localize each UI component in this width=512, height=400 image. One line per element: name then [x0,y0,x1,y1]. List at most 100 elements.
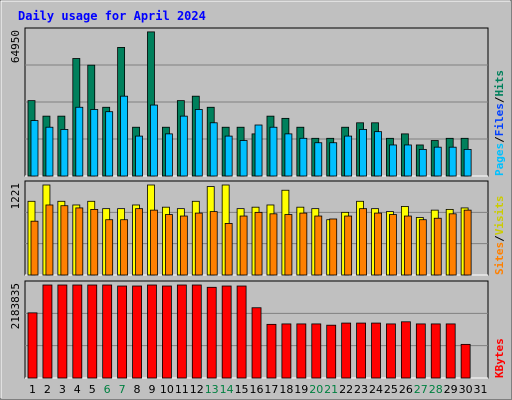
bar-kbytes [221,285,232,379]
legend-sites: Sites [493,242,506,275]
bar-sites [418,219,427,276]
bar-pages [150,104,158,177]
legend-files: Files [493,103,506,136]
day-label: 8 [134,383,141,396]
bar-pages [45,126,54,177]
bar-pages [75,106,84,177]
bar-sites [224,223,233,276]
day-label: 20 [309,383,323,396]
bar-kbytes [72,284,83,379]
bar-kbytes [341,322,352,379]
bar-kbytes [430,323,441,379]
day-label: 14 [220,383,234,396]
day-label: 18 [279,383,293,396]
day-label: 10 [160,383,174,396]
svg-text:Sites/Visits: Sites/Visits [493,196,506,276]
bar-kbytes [147,284,157,379]
day-label: 30 [459,383,473,396]
bar-kbytes [311,323,322,379]
panel-visits-sites: 1221 [9,180,489,276]
bar-kbytes [460,343,471,379]
bar-sites [179,215,188,276]
bar-kbytes [326,324,337,379]
bar-kbytes [236,285,247,379]
day-label: 6 [104,383,111,396]
panel-hits-files-pages: 64950 [9,27,489,177]
bar-kbytes [206,286,217,379]
bar-kbytes [117,285,128,379]
day-label: 4 [74,383,81,396]
bar-pages [135,135,143,177]
day-label: 31 [474,383,488,396]
legend-hits: Hits [493,70,506,97]
bar-kbytes [386,323,396,379]
y-max-label: 1221 [9,183,22,210]
bar-pages [209,122,218,177]
bar-pages [194,109,203,177]
bar-sites [463,209,472,276]
bar-pages [90,109,99,177]
day-label: 19 [294,383,308,396]
day-label: 16 [250,383,264,396]
legend-separator: / [493,96,506,103]
bar-kbytes [445,323,456,379]
bar-pages [448,146,457,177]
bar-sites [194,212,203,276]
legend-sites-visits: Sites/Visits [493,196,506,276]
bar-sites [299,212,308,276]
bar-kbytes [371,322,381,379]
day-label: 3 [59,383,66,396]
bar-kbytes [191,284,202,379]
day-label: 28 [429,383,443,396]
bar-sites [284,214,293,276]
day-label: 25 [384,383,398,396]
bar-pages [30,120,39,177]
bar-kbytes [57,284,68,379]
bar-pages [374,131,382,177]
bar-pages [60,129,69,177]
bar-kbytes [176,284,187,379]
bar-kbytes [87,284,98,379]
bar-sites [60,205,69,276]
bar-sites [90,208,99,276]
legend-kbytes: KBytes [493,338,506,378]
bar-kbytes [296,323,307,379]
day-label: 7 [119,383,126,396]
bar-kbytes [266,323,277,379]
bar-sites [105,219,114,276]
bar-sites [314,215,323,276]
bar-pages [463,148,472,177]
day-label: 29 [444,383,458,396]
legend-kbytes-label: KBytes [493,338,506,378]
day-label: 21 [324,383,338,396]
legend-visits: Visits [493,196,506,236]
bar-kbytes [132,285,142,379]
bar-kbytes [162,285,172,379]
bar-sites [30,220,39,276]
day-label: 23 [354,383,368,396]
bar-pages [433,146,442,177]
bar-pages [269,126,278,177]
svg-text:KBytes: KBytes [493,338,506,378]
day-label: 15 [235,383,249,396]
day-label: 26 [399,383,413,396]
bar-pages [224,135,233,177]
chart-panels: 64950 1221 2183835 [9,27,489,379]
bar-sites [165,214,173,276]
day-label: 22 [339,383,353,396]
y-max-label: 64950 [9,30,22,63]
bar-sites [45,204,54,276]
day-label: 1 [29,383,36,396]
bar-pages [314,142,323,177]
bar-sites [120,219,129,276]
bar-sites [135,208,143,276]
day-label: 13 [205,383,219,396]
bar-sites [329,218,338,276]
bar-pages [284,133,293,177]
bar-sites [359,208,367,276]
legend-hits-files-pages: Pages/Files/Hits [493,70,506,176]
bar-pages [120,95,129,177]
day-label: 17 [264,383,278,396]
bar-kbytes [102,284,113,379]
